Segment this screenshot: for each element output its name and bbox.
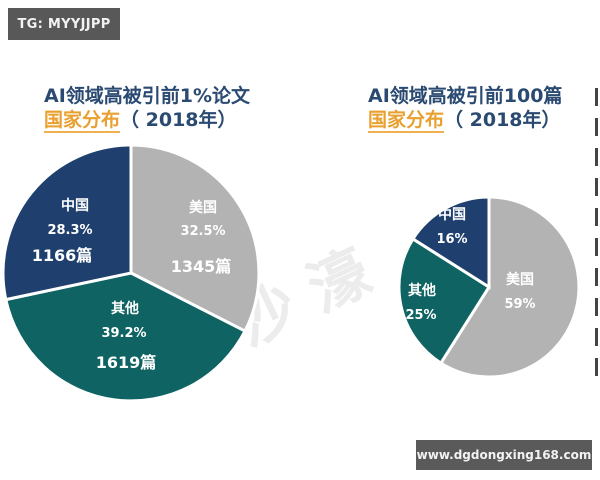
right-edge-marks [595,88,598,388]
right-china-name: 中国 [438,206,466,223]
right-slice-other [397,236,492,366]
left-usa-name: 美国 [189,199,217,216]
url-badge: www.dgdongxing168.com [416,440,592,470]
right-usa-name: 美国 [506,271,534,288]
left-china-percent: 28.3% [47,223,92,238]
right-slice-china [410,195,491,290]
right-pie [397,195,581,379]
left-pie [1,143,261,403]
left-china-name: 中国 [61,197,89,214]
tg-badge: TG: MYYJJPP [8,8,120,40]
left-slice-usa [129,143,261,334]
right-other-name: 其他 [408,282,436,299]
left-china-count: 1166篇 [32,246,93,265]
left-usa-percent: 32.5% [180,224,225,239]
left-title-highlight: 国家分布 [44,109,121,133]
right-title-highlight: 国家分布 [368,109,445,133]
right-title-line1: AI领域高被引前100篇 [368,85,563,107]
left-usa-count: 1345篇 [171,257,232,276]
right-slice-usa [438,195,581,379]
right-usa-percent: 59% [504,297,535,312]
left-other-percent: 39.2% [101,326,146,341]
left-slice-other [4,271,248,403]
left-title-year: （ 2018年） [120,109,237,131]
right-title-year: （ 2018年） [444,109,561,131]
left-other-count: 1619篇 [96,353,157,372]
left-title-line1: AI领域高被引前1%论文 [44,85,251,107]
left-other-name: 其他 [111,300,139,317]
right-china-percent: 16% [436,232,467,247]
left-chart-title: AI领域高被引前1%论文 国家分布（ 2018年） [44,84,251,133]
left-slice-china [1,143,133,302]
right-chart-title: AI领域高被引前100篇 国家分布（ 2018年） [368,84,563,133]
right-other-percent: 25% [405,308,436,323]
